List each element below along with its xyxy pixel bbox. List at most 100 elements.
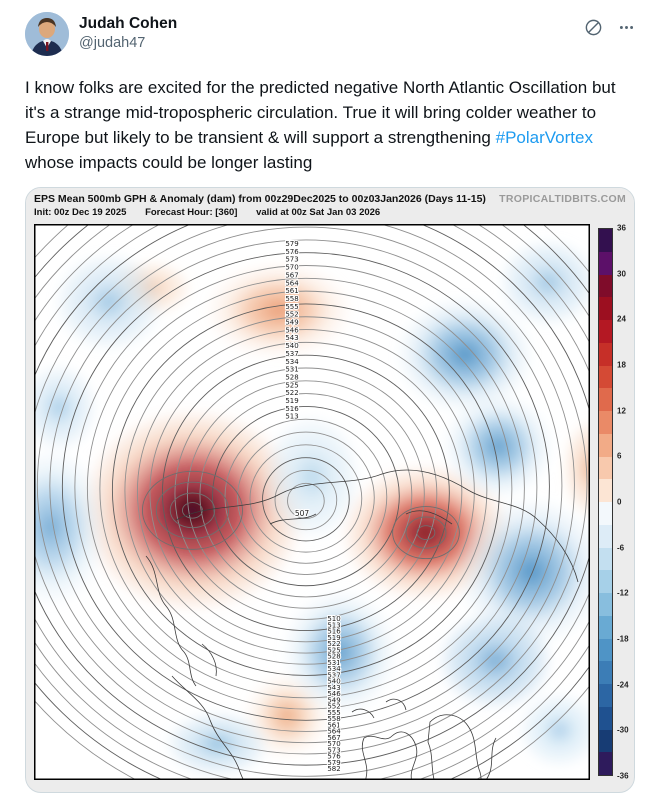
svg-text:558: 558 [327,715,340,723]
svg-text:546: 546 [285,326,299,334]
svg-text:576: 576 [285,248,299,256]
colorbar-segment [599,411,612,434]
svg-text:543: 543 [327,684,340,692]
colorbar-tick-label: 0 [617,497,622,507]
colorbar-segment [599,752,612,775]
svg-text:534: 534 [285,358,299,366]
svg-text:519: 519 [327,634,340,642]
map-init-time: Init: 00z Dec 19 2025 [34,207,127,218]
map-svg: 5795765735705675645615585555525495465435… [34,224,590,780]
svg-text:582: 582 [327,765,340,773]
colorbar-segment [599,524,612,548]
svg-text:564: 564 [327,728,341,736]
svg-text:573: 573 [327,746,340,754]
svg-text:513: 513 [285,413,298,421]
svg-text:576: 576 [327,753,341,761]
colorbar-segment [599,615,612,639]
colorbar-segment [599,297,612,320]
avatar[interactable] [25,12,69,56]
colorbar-segment [599,547,612,571]
colorbar-segment [599,456,612,480]
colorbar-segment [599,433,612,457]
svg-text:537: 537 [327,671,340,679]
colorbar-segment [599,479,612,502]
colorbar-segment [599,706,612,730]
svg-text:549: 549 [327,696,340,704]
colorbar-segment [599,729,612,753]
svg-text:525: 525 [327,646,340,654]
svg-text:552: 552 [327,703,340,711]
map-title: EPS Mean 500mb GPH & Anomaly (dam) from … [34,193,486,205]
svg-text:555: 555 [327,709,340,717]
map-watermark: TROPICALTIDBITS.COM [499,193,626,205]
svg-text:540: 540 [285,342,298,350]
colorbar-tick-label: -6 [617,543,625,553]
svg-text:561: 561 [285,287,298,295]
colorbar-ticks: 36 30 24 18 12 6 0 -6 -12 -18 -24 -30 -36 [617,224,634,781]
author-display-name[interactable]: Judah Cohen [79,15,178,32]
svg-text:516: 516 [285,405,299,413]
svg-text:579: 579 [327,759,340,767]
colorbar-segment [599,638,612,662]
svg-text:564: 564 [285,279,299,287]
svg-text:549: 549 [285,319,298,327]
colorbar-tick-label: 18 [617,360,626,370]
colorbar-segment [599,684,612,707]
colorbar-tick-label: 6 [617,451,622,461]
map-forecast-hour: Forecast Hour: [360] [145,207,238,218]
colorbar-tick-label: -36 [617,771,629,781]
tweet-header: Judah Cohen @judah47 [25,12,635,62]
svg-text:573: 573 [285,256,298,264]
colorbar-tick-label: 36 [617,223,626,233]
grok-circle-slash-icon[interactable] [584,18,603,37]
tweet-text-before: I know folks are excited for the predict… [25,78,616,147]
svg-text:540: 540 [327,678,340,686]
svg-text:543: 543 [285,334,298,342]
svg-text:525: 525 [285,381,298,389]
svg-text:516: 516 [327,628,341,636]
colorbar-tick-label: 12 [617,406,626,416]
colorbar-tick-label: 24 [617,314,626,324]
map-valid-time: valid at 00z Sat Jan 03 2026 [256,207,381,218]
media-image[interactable]: EPS Mean 500mb GPH & Anomaly (dam) from … [25,187,635,793]
colorbar [598,228,613,776]
svg-text:537: 537 [285,350,298,358]
map-header-strip: EPS Mean 500mb GPH & Anomaly (dam) from … [26,188,634,220]
svg-text:570: 570 [285,264,298,272]
colorbar-segment [599,502,612,525]
svg-text:522: 522 [327,640,340,648]
header-actions [584,18,635,37]
svg-text:561: 561 [327,721,340,729]
map-init-line: Init: 00z Dec 19 2025 Forecast Hour: [36… [34,207,626,218]
svg-text:567: 567 [285,271,298,279]
colorbar-segment [599,593,612,616]
svg-text:510: 510 [327,615,340,623]
svg-text:507: 507 [295,509,310,518]
colorbar-segment [599,365,612,389]
svg-text:567: 567 [327,734,340,742]
hashtag-link[interactable]: #PolarVortex [495,128,593,147]
svg-text:528: 528 [285,373,298,381]
colorbar-tick-label: -12 [617,588,629,598]
svg-text:558: 558 [285,295,298,303]
tweet-text: I know folks are excited for the predict… [25,75,635,175]
svg-text:570: 570 [327,740,340,748]
svg-text:552: 552 [285,311,298,319]
more-options-icon[interactable] [618,19,635,36]
svg-text:513: 513 [327,621,340,629]
svg-text:546: 546 [327,690,341,698]
svg-text:555: 555 [285,303,298,311]
author-names: Judah Cohen @judah47 [79,12,177,51]
colorbar-tick-label: -18 [617,634,629,644]
svg-text:528: 528 [327,653,340,661]
svg-text:534: 534 [327,665,341,673]
colorbar-tick-label: -30 [617,725,629,735]
colorbar-segment [599,320,612,343]
author-handle: @judah47 [79,35,146,51]
map-body: 579 576 573 570 567 564 561 558 555 552 549 546 543 5… [26,220,634,790]
svg-text:531: 531 [285,366,298,374]
tweet-text-after: whose impacts could be longer lasting [25,153,313,172]
colorbar-tick-label: 30 [617,269,626,279]
svg-text:531: 531 [327,659,340,667]
